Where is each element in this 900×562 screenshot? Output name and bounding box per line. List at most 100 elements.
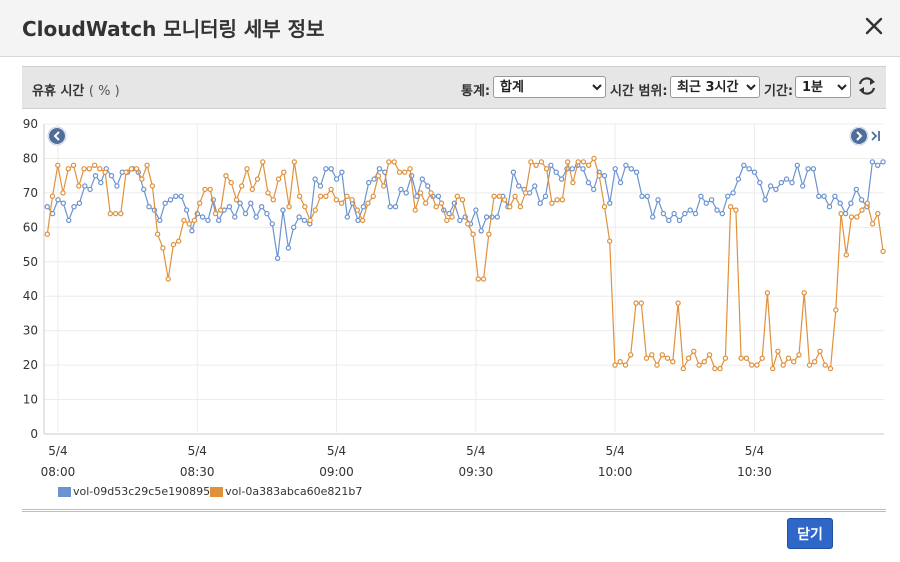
data-point — [360, 217, 366, 224]
data-point — [376, 166, 383, 172]
data-point — [398, 186, 404, 193]
data-point — [483, 214, 490, 220]
data-point — [381, 183, 387, 189]
legend-item[interactable]: vol-0a383abca60e821b7 — [210, 485, 362, 498]
data-point — [199, 214, 206, 220]
data-point — [706, 352, 713, 358]
data-point — [480, 276, 487, 282]
data-point — [157, 217, 163, 224]
data-point — [591, 155, 597, 162]
data-point — [800, 183, 806, 189]
data-point — [670, 359, 676, 365]
x-tick-date: 5/4 — [327, 444, 346, 458]
data-point — [586, 162, 592, 168]
y-tick-label: 40 — [23, 289, 38, 303]
data-point — [553, 169, 559, 175]
data-point — [233, 197, 240, 203]
data-point — [280, 207, 286, 213]
data-point — [260, 159, 266, 165]
data-point — [659, 352, 666, 358]
data-point — [496, 193, 502, 199]
x-tick-date: 5/4 — [48, 444, 67, 458]
close-icon[interactable] — [862, 14, 886, 38]
data-point — [822, 362, 828, 368]
data-point — [86, 166, 93, 172]
data-point — [638, 300, 645, 306]
data-point — [228, 179, 234, 186]
data-point — [81, 166, 87, 172]
data-point — [643, 355, 650, 361]
data-point — [827, 365, 834, 372]
data-point — [375, 172, 382, 179]
data-point — [291, 224, 297, 230]
data-point — [698, 193, 704, 199]
data-point — [501, 197, 508, 203]
data-point — [175, 238, 182, 244]
data-point — [237, 200, 243, 206]
legend-item[interactable]: vol-09d53c29c5e190895 — [58, 485, 210, 498]
data-point — [438, 200, 445, 206]
data-point — [264, 210, 270, 217]
data-point — [396, 169, 403, 175]
data-point — [254, 176, 261, 182]
data-point — [392, 203, 399, 210]
data-point — [806, 362, 813, 368]
data-point — [366, 179, 372, 186]
data-point — [425, 183, 431, 189]
period-label: 기간: — [764, 84, 794, 99]
y-tick-label: 80 — [23, 151, 38, 165]
refresh-icon[interactable] — [856, 75, 878, 97]
data-point — [812, 359, 818, 365]
scroll-right-button[interactable] — [849, 126, 869, 146]
statistic-select[interactable]: 합계 — [493, 76, 606, 98]
dialog-header: CloudWatch 모니터링 세부 정보 — [0, 0, 900, 57]
data-point — [801, 290, 807, 296]
x-tick-time: 10:30 — [737, 465, 772, 478]
idle-time-chart: 0 10 20 30 40 50 60 70 80 90 5/4 08:00 5/4 08:30 5/4 0… — [23, 117, 886, 478]
data-point — [274, 255, 281, 261]
data-point — [165, 276, 171, 282]
data-point — [449, 214, 455, 220]
data-point — [735, 176, 742, 182]
data-point — [473, 207, 479, 213]
data-point — [743, 355, 750, 361]
data-point — [323, 166, 329, 172]
data-point — [725, 193, 731, 199]
data-point — [269, 221, 275, 227]
data-point — [123, 169, 129, 175]
data-point — [44, 203, 51, 210]
data-point — [810, 166, 817, 172]
data-point — [633, 169, 640, 175]
scroll-left-button[interactable] — [47, 126, 67, 146]
time-range-select[interactable]: 최근 3시간 — [670, 76, 760, 98]
legend-label: vol-0a383abca60e821b7 — [225, 485, 363, 498]
data-point — [371, 176, 377, 182]
scroll-end-button[interactable] — [871, 131, 880, 141]
data-point — [764, 290, 771, 296]
y-tick-label: 50 — [23, 255, 38, 269]
data-point — [875, 162, 881, 168]
data-point — [428, 190, 434, 196]
data-point — [762, 197, 768, 203]
data-point — [569, 166, 576, 172]
data-point — [528, 159, 534, 165]
data-point — [644, 193, 651, 199]
data-point — [741, 162, 747, 168]
data-point — [317, 193, 324, 199]
data-point — [423, 200, 429, 206]
data-point — [730, 190, 736, 196]
data-point — [832, 193, 838, 199]
data-point — [816, 193, 822, 199]
close-button[interactable]: 닫기 — [787, 518, 833, 549]
data-point — [407, 166, 413, 172]
data-point — [444, 217, 450, 224]
data-point — [215, 217, 222, 224]
data-point — [238, 183, 245, 189]
data-point — [189, 228, 195, 234]
dialog-title: CloudWatch 모니터링 세부 정보 — [22, 17, 325, 41]
data-point — [796, 352, 802, 358]
data-point — [387, 203, 393, 210]
period-select[interactable]: 1분 — [795, 76, 851, 98]
data-point — [517, 203, 524, 210]
data-point — [323, 193, 329, 199]
